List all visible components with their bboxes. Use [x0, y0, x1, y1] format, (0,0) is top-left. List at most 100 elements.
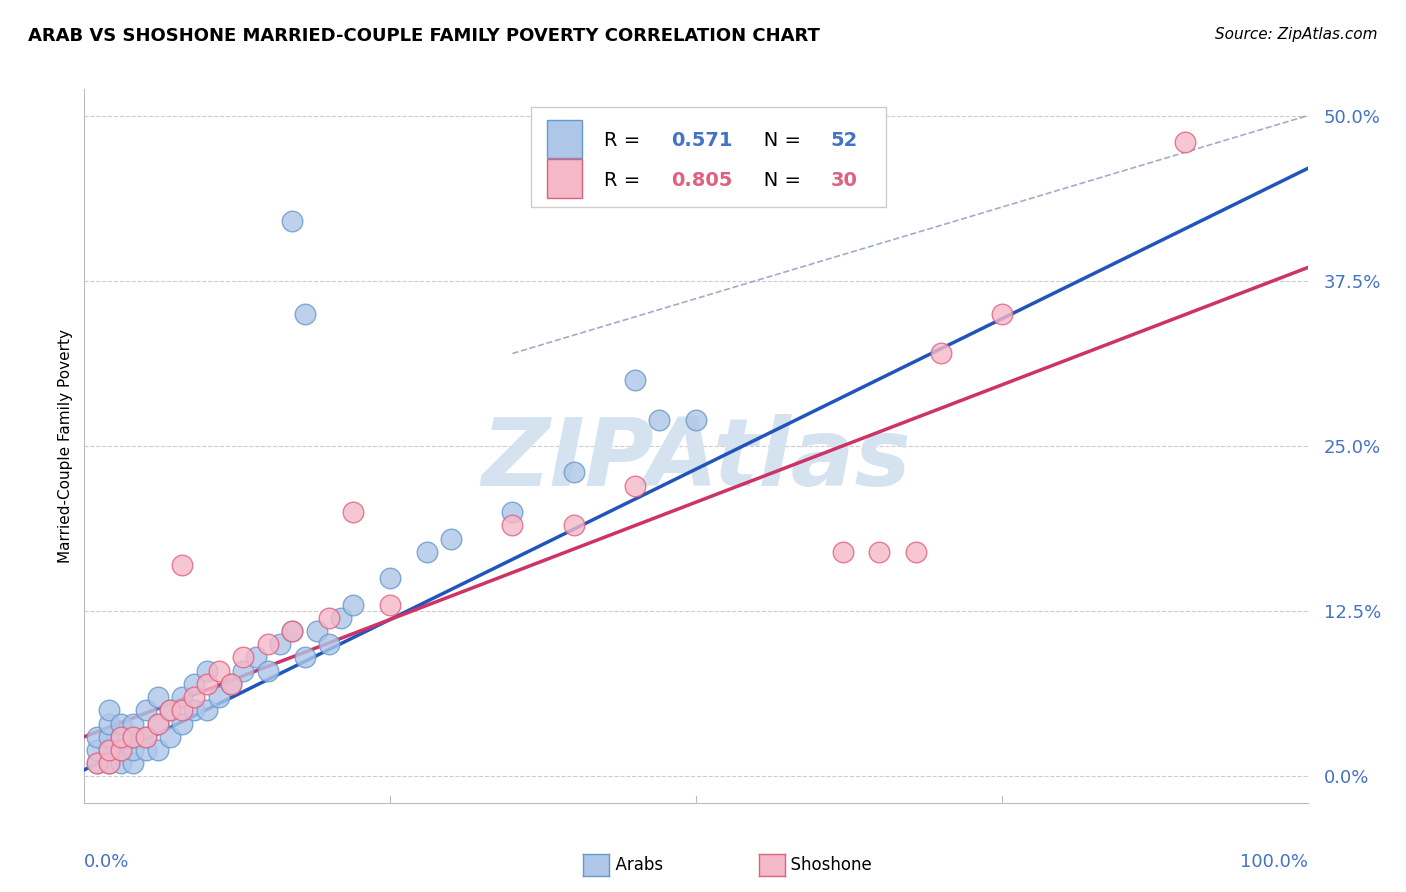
Point [146, 690, 169, 704]
Point [172, 558, 194, 572]
Point [195, 677, 218, 691]
Point [208, 664, 231, 678]
Point [86, 756, 108, 771]
Point [269, 637, 291, 651]
Text: 100.0%: 100.0% [1240, 853, 1308, 871]
Point [135, 743, 157, 757]
Point [219, 677, 242, 691]
Text: Arabs: Arabs [605, 856, 662, 874]
Point [97, 716, 120, 731]
Text: N =: N = [745, 131, 807, 150]
Point [110, 730, 132, 744]
Point [624, 373, 647, 387]
FancyBboxPatch shape [547, 159, 582, 198]
Point [135, 703, 157, 717]
Point [929, 346, 952, 360]
Text: 30: 30 [831, 171, 858, 190]
Point [342, 598, 364, 612]
Point [440, 532, 463, 546]
Point [648, 412, 671, 426]
Point [122, 730, 145, 744]
Point [991, 307, 1014, 321]
Point [110, 743, 132, 757]
Point [110, 716, 132, 731]
Point [135, 730, 157, 744]
Point [86, 756, 108, 771]
Text: ZIPAtlas: ZIPAtlas [481, 414, 911, 507]
Point [97, 756, 120, 771]
Text: 52: 52 [831, 131, 858, 150]
Point [110, 730, 132, 744]
Point [232, 664, 254, 678]
Point [97, 756, 120, 771]
Text: R =: R = [605, 171, 647, 190]
Point [318, 611, 340, 625]
Point [831, 545, 853, 559]
Point [146, 743, 169, 757]
FancyBboxPatch shape [531, 107, 886, 207]
Point [135, 730, 157, 744]
Point [195, 664, 218, 678]
Point [562, 466, 585, 480]
Point [232, 650, 254, 665]
Point [183, 690, 205, 704]
Point [905, 545, 928, 559]
Point [501, 518, 523, 533]
Point [342, 505, 364, 519]
Point [146, 716, 169, 731]
Text: 0.0%: 0.0% [84, 853, 129, 871]
Point [97, 743, 120, 757]
Point [146, 716, 169, 731]
Point [281, 624, 304, 638]
Point [501, 505, 523, 519]
Text: 0.571: 0.571 [672, 131, 733, 150]
Point [257, 664, 280, 678]
Point [159, 730, 181, 744]
FancyBboxPatch shape [547, 120, 582, 159]
Y-axis label: Married-Couple Family Poverty: Married-Couple Family Poverty [58, 329, 73, 563]
Point [110, 743, 132, 757]
Point [172, 703, 194, 717]
Point [624, 478, 647, 492]
Point [97, 730, 120, 744]
Point [294, 650, 316, 665]
Point [305, 624, 328, 638]
Point [219, 677, 242, 691]
Point [1174, 135, 1197, 149]
Point [86, 743, 108, 757]
Point [183, 703, 205, 717]
Text: Shoshone: Shoshone [780, 856, 872, 874]
Point [122, 743, 145, 757]
Point [122, 716, 145, 731]
Point [208, 690, 231, 704]
Point [159, 703, 181, 717]
Point [281, 624, 304, 638]
Point [122, 730, 145, 744]
Point [869, 545, 891, 559]
Text: R =: R = [605, 131, 652, 150]
Point [195, 703, 218, 717]
Text: N =: N = [745, 171, 807, 190]
Point [380, 598, 402, 612]
Point [97, 743, 120, 757]
Point [245, 650, 267, 665]
Point [416, 545, 439, 559]
Point [330, 611, 353, 625]
Point [257, 637, 280, 651]
Point [172, 690, 194, 704]
Point [685, 412, 707, 426]
Point [86, 730, 108, 744]
Point [281, 214, 304, 228]
Point [318, 637, 340, 651]
Point [172, 716, 194, 731]
Point [110, 756, 132, 771]
Point [380, 571, 402, 585]
Point [122, 756, 145, 771]
Point [183, 677, 205, 691]
Point [562, 518, 585, 533]
Text: Source: ZipAtlas.com: Source: ZipAtlas.com [1215, 27, 1378, 42]
Text: ARAB VS SHOSHONE MARRIED-COUPLE FAMILY POVERTY CORRELATION CHART: ARAB VS SHOSHONE MARRIED-COUPLE FAMILY P… [28, 27, 820, 45]
Point [159, 703, 181, 717]
Point [294, 307, 316, 321]
Text: 0.805: 0.805 [672, 171, 733, 190]
